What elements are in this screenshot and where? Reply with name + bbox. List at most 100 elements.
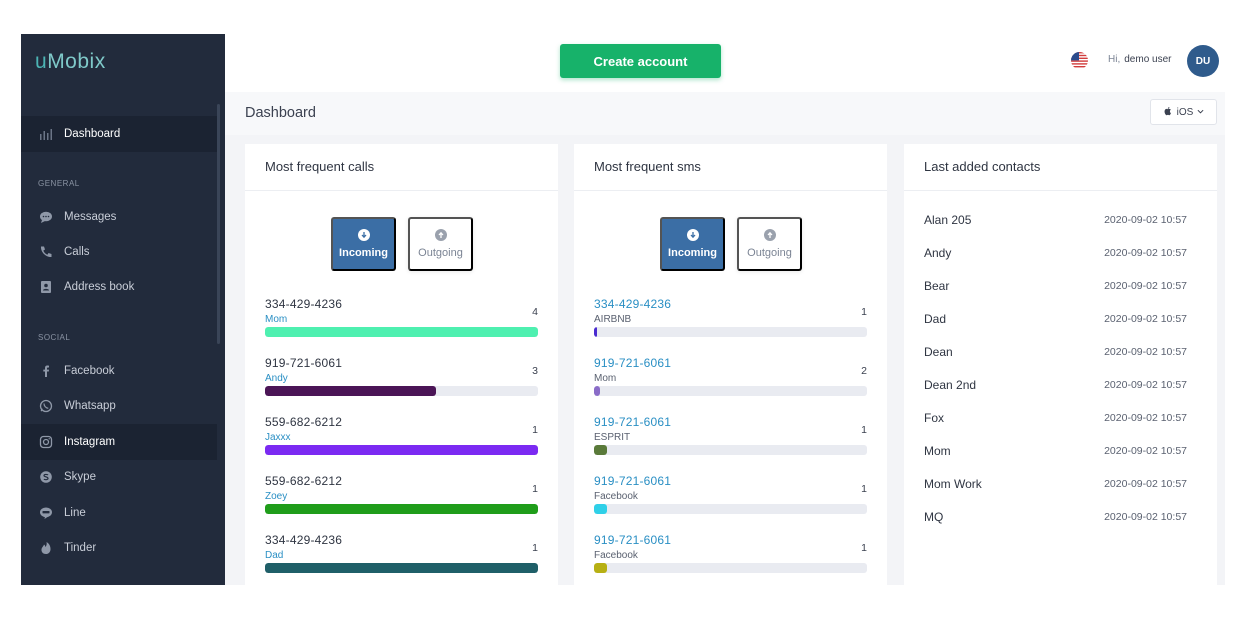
- sidebar-item-line[interactable]: Line: [21, 495, 217, 531]
- last-added-contacts-card: Last added contacts Alan 205 2020-09-02 1…: [904, 144, 1217, 585]
- contact-name: Dean 2nd: [924, 378, 977, 392]
- contact-name[interactable]: Mom: [265, 314, 288, 325]
- os-selector-value: iOS: [1176, 106, 1194, 118]
- progress-track: [265, 327, 538, 337]
- contact-row[interactable]: Dean 2nd 2020-09-02 10:57: [924, 378, 1187, 398]
- sidebar-item-address-book[interactable]: Address book: [21, 269, 217, 305]
- contact-row[interactable]: Fox 2020-09-02 10:57: [924, 411, 1187, 431]
- contact-name[interactable]: Zoey: [265, 491, 288, 502]
- count-value: 4: [532, 306, 538, 318]
- sidebar-scrollbar[interactable]: [217, 104, 220, 344]
- sidebar-item-label: Address book: [64, 281, 135, 293]
- contact-row[interactable]: Mom Work 2020-09-02 10:57: [924, 477, 1187, 497]
- contact-name: Fox: [924, 411, 945, 425]
- phone-number: 919-721-6061: [265, 356, 343, 370]
- list-item[interactable]: 559-682-6212 Zoey 1: [265, 474, 538, 524]
- contact-name: Mom: [924, 444, 951, 458]
- phone-number[interactable]: 919-721-6061: [594, 356, 672, 370]
- contact-row[interactable]: MQ 2020-09-02 10:57: [924, 510, 1187, 530]
- contact-name: Facebook: [594, 550, 638, 561]
- contact-name: Dad: [924, 312, 947, 326]
- section-label-social: SOCIAL: [38, 333, 71, 342]
- progress-track: [265, 445, 538, 455]
- list-item[interactable]: 919-721-6061 Facebook 1: [594, 533, 867, 583]
- count-value: 2: [861, 365, 867, 377]
- contact-row[interactable]: Alan 205 2020-09-02 10:57: [924, 213, 1187, 233]
- list-item[interactable]: 334-429-4236 Mom 4: [265, 297, 538, 347]
- top-bar: Create account Hi, demo user DU: [225, 34, 1225, 92]
- phone-number[interactable]: 919-721-6061: [594, 415, 672, 429]
- line-icon: [39, 506, 53, 520]
- sidebar-item-instagram[interactable]: Instagram: [21, 424, 217, 460]
- list-item[interactable]: 919-721-6061 Mom 2: [594, 356, 867, 406]
- list-item[interactable]: 334-429-4236 Dad 1: [265, 533, 538, 583]
- contact-name: Mom: [594, 373, 617, 384]
- os-selector[interactable]: iOS: [1150, 99, 1217, 125]
- sidebar-item-tinder[interactable]: Tinder: [21, 530, 217, 566]
- contact-date: 2020-09-02 10:57: [1104, 280, 1187, 292]
- chevron-down-icon: [1197, 107, 1204, 118]
- sidebar-item-skype[interactable]: Skype: [21, 459, 217, 495]
- contact-date: 2020-09-02 10:57: [1104, 511, 1187, 523]
- progress-fill: [594, 504, 608, 514]
- tinder-flame-icon: [39, 541, 53, 555]
- progress-track: [594, 327, 867, 337]
- card-title: Most frequent calls: [245, 144, 558, 191]
- create-account-button[interactable]: Create account: [560, 44, 721, 78]
- app-frame: uMobix Dashboard GENERAL Messages Calls: [21, 34, 1225, 585]
- progress-track: [594, 563, 867, 573]
- tab-outgoing[interactable]: Outgoing: [737, 217, 802, 271]
- contact-name[interactable]: Andy: [265, 373, 288, 384]
- contact-name[interactable]: Jaxxx: [265, 432, 291, 443]
- contact-name: Mom Work: [924, 477, 982, 491]
- contact-row[interactable]: Bear 2020-09-02 10:57: [924, 279, 1187, 299]
- progress-fill: [594, 327, 597, 337]
- progress-fill: [594, 386, 600, 396]
- user-greeting[interactable]: Hi, demo user: [1108, 54, 1172, 65]
- progress-fill: [265, 504, 538, 514]
- facebook-icon: [39, 364, 53, 378]
- sidebar-item-calls[interactable]: Calls: [21, 234, 217, 270]
- contact-name[interactable]: Dad: [265, 550, 284, 561]
- sidebar-item-dashboard[interactable]: Dashboard: [21, 116, 217, 152]
- tab-outgoing[interactable]: Outgoing: [408, 217, 473, 271]
- contact-book-icon: [39, 280, 53, 294]
- whatsapp-icon: [39, 399, 53, 413]
- list-item[interactable]: 559-682-6212 Jaxxx 1: [265, 415, 538, 465]
- contact-row[interactable]: Mom 2020-09-02 10:57: [924, 444, 1187, 464]
- progress-track: [594, 386, 867, 396]
- contact-name: Bear: [924, 279, 950, 293]
- list-item[interactable]: 919-721-6061 Andy 3: [265, 356, 538, 406]
- list-item[interactable]: 919-721-6061 ESPRIT 1: [594, 415, 867, 465]
- sidebar-item-label: Skype: [64, 471, 96, 483]
- contact-row[interactable]: Dad 2020-09-02 10:57: [924, 312, 1187, 332]
- sidebar-item-facebook[interactable]: Facebook: [21, 353, 217, 389]
- avatar[interactable]: DU: [1187, 45, 1219, 77]
- tab-incoming[interactable]: Incoming: [331, 217, 396, 271]
- sidebar-item-whatsapp[interactable]: Whatsapp: [21, 388, 217, 424]
- contact-date: 2020-09-02 10:57: [1104, 346, 1187, 358]
- app-logo[interactable]: uMobix: [35, 50, 106, 73]
- sidebar-item-label: Facebook: [64, 365, 115, 377]
- contact-date: 2020-09-02 10:57: [1104, 412, 1187, 424]
- phone-number: 559-682-6212: [265, 474, 343, 488]
- progress-fill: [594, 563, 608, 573]
- skype-icon: [39, 470, 53, 484]
- count-value: 1: [532, 542, 538, 554]
- sidebar-item-messages[interactable]: Messages: [21, 199, 217, 235]
- list-item[interactable]: 334-429-4236 AIRBNB 1: [594, 297, 867, 347]
- tab-incoming[interactable]: Incoming: [660, 217, 725, 271]
- phone-number[interactable]: 334-429-4236: [594, 297, 672, 311]
- list-item[interactable]: 919-721-6061 Facebook 1: [594, 474, 867, 524]
- phone-number: 559-682-6212: [265, 415, 343, 429]
- contact-date: 2020-09-02 10:57: [1104, 478, 1187, 490]
- us-flag-icon[interactable]: [1071, 52, 1088, 69]
- phone-number[interactable]: 919-721-6061: [594, 533, 672, 547]
- contact-row[interactable]: Andy 2020-09-02 10:57: [924, 246, 1187, 266]
- contact-row[interactable]: Dean 2020-09-02 10:57: [924, 345, 1187, 365]
- count-value: 3: [532, 365, 538, 377]
- phone-icon: [39, 245, 53, 259]
- phone-number[interactable]: 919-721-6061: [594, 474, 672, 488]
- count-value: 1: [861, 424, 867, 436]
- contact-name: Alan 205: [924, 213, 972, 227]
